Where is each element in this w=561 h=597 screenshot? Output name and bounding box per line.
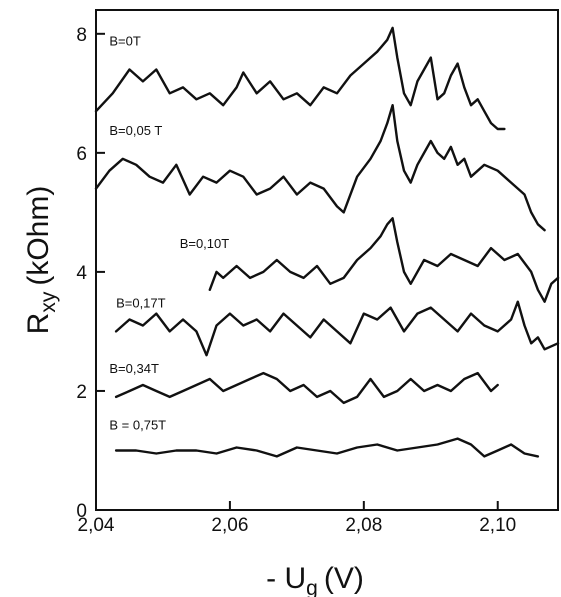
series-label-b-0-10t: B=0,10T: [180, 236, 230, 251]
series-labels: B=0T B=0,05 T B=0,10T B=0,17T B=0,34T B = 0,7…: [109, 34, 229, 433]
x-tick-label: 2,10: [479, 515, 516, 536]
series-line-b-0-75t: [114, 437, 540, 458]
y-tick-label: 6: [76, 144, 87, 165]
x-axis-title: - Ug (V): [266, 562, 364, 597]
x-tick-label: 2,06: [211, 515, 248, 536]
x-tick-label: 2,08: [345, 515, 382, 536]
series-line-b-0-10t: [208, 217, 560, 303]
x-tick-label: 2,04: [78, 515, 115, 536]
plot-frame: [95, 9, 559, 511]
axis-ticks: 2,04 2,06 2,08 2,10 0 2 4 6 8: [76, 25, 516, 536]
series-label-b-0-17t: B=0,17T: [116, 296, 166, 311]
series-label-b-0-34t: B=0,34T: [109, 361, 159, 376]
series-line-b-0t: [94, 26, 506, 131]
series-line-b-0-17t: [114, 300, 560, 357]
series-label-b-0-75t: B = 0,75T: [109, 418, 166, 433]
y-tick-label: 2: [76, 382, 87, 403]
y-axis-title: Rxy(kOhm): [22, 186, 60, 335]
series-line-b-0-05-t: [94, 103, 546, 232]
y-tick-label: 8: [76, 25, 87, 46]
series-label-b-0-05-t: B=0,05 T: [109, 123, 162, 138]
y-tick-label: 4: [76, 263, 87, 284]
series-line-b-0-34t: [114, 371, 499, 405]
y-tick-label: 0: [76, 501, 87, 522]
series-label-b-0t: B=0T: [109, 34, 140, 49]
series-lines: [94, 26, 560, 458]
